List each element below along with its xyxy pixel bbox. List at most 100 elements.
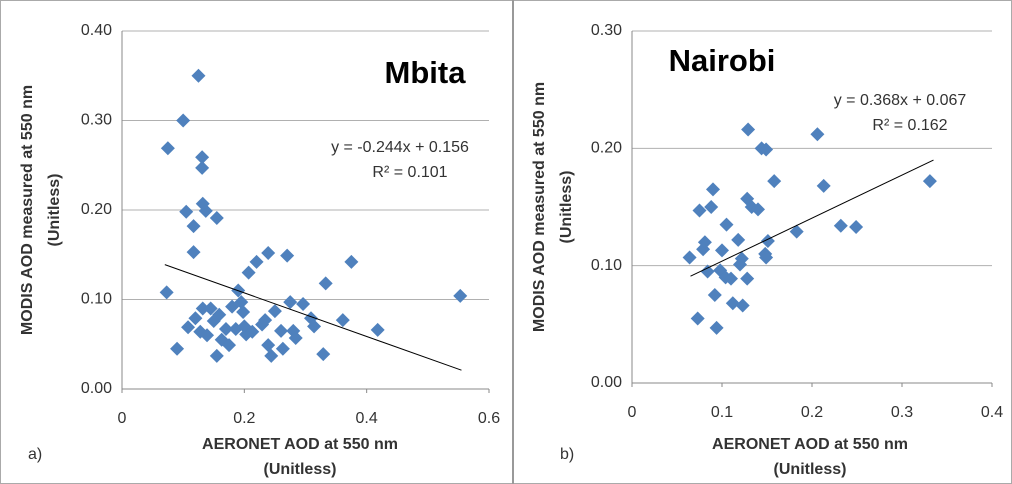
x-tick-label: 0 (628, 404, 637, 421)
point (741, 122, 756, 137)
chart-title: Nairobi (669, 43, 776, 78)
point (719, 217, 734, 232)
point (759, 142, 774, 157)
point (697, 235, 712, 250)
point (735, 298, 750, 313)
point (734, 251, 749, 266)
point (810, 127, 825, 142)
x-axis-label: AERONET AOD at 550 nm (712, 436, 908, 453)
panel-label: b) (560, 446, 574, 463)
y-tick-label: 0.30 (81, 112, 112, 129)
point (188, 311, 203, 326)
point (236, 305, 251, 320)
point (198, 203, 213, 218)
trendline (164, 264, 462, 371)
y-tick-label: 0.10 (81, 291, 112, 308)
point (751, 202, 765, 217)
point (203, 301, 218, 316)
point (170, 341, 185, 356)
point (159, 285, 174, 300)
x-axis-label: (Unitless) (774, 461, 847, 478)
point (316, 347, 331, 362)
y-tick-label: 0.30 (591, 22, 622, 39)
y-tick-label: 0.00 (81, 380, 112, 397)
x-tick-label: 0.6 (478, 410, 500, 427)
x-tick-label: 0.3 (891, 404, 913, 421)
point (274, 323, 289, 338)
y-axis-label: (Unitless) (46, 174, 63, 247)
point (191, 68, 206, 83)
point (700, 264, 715, 279)
trendline (690, 159, 934, 277)
point (264, 348, 279, 363)
point (715, 243, 729, 258)
x-tick-label: 0.2 (233, 410, 255, 427)
x-axis-label: AERONET AOD at 550 nm (202, 436, 398, 453)
point (209, 211, 224, 226)
point (453, 288, 468, 303)
panel-label: a) (28, 446, 42, 463)
point (692, 203, 707, 218)
point (370, 322, 385, 337)
point (195, 150, 210, 165)
point (283, 295, 298, 310)
y-tick-label: 0.20 (591, 140, 622, 157)
point (725, 296, 740, 311)
point (176, 113, 191, 128)
point (816, 178, 831, 193)
point (222, 338, 237, 353)
y-tick-label: 0.00 (591, 374, 622, 391)
y-tick-label: 0.40 (81, 22, 112, 39)
point (922, 174, 937, 189)
point (186, 245, 201, 260)
x-axis-label: (Unitless) (264, 461, 337, 478)
point (690, 311, 705, 326)
point (740, 271, 755, 286)
x-tick-label: 0.2 (801, 404, 823, 421)
point (731, 232, 746, 247)
point (181, 320, 196, 335)
point (186, 219, 201, 234)
chart-title: Mbita (385, 55, 467, 90)
point (335, 313, 350, 328)
point (179, 204, 194, 219)
point (307, 319, 322, 334)
point (241, 265, 256, 280)
point (833, 218, 848, 233)
point (200, 328, 215, 343)
point (280, 248, 295, 263)
point (318, 276, 333, 291)
point (704, 200, 719, 214)
point (212, 307, 227, 322)
annotation: y = -0.244x + 0.156 (331, 139, 469, 156)
point (682, 250, 697, 265)
point (258, 313, 273, 328)
point (296, 296, 311, 311)
point (724, 271, 738, 286)
point (249, 254, 264, 269)
point (195, 301, 210, 316)
point (707, 288, 722, 302)
y-axis-label: MODIS AOD measured at 550 nm (531, 82, 548, 332)
y-axis-label: (Unitless) (558, 171, 575, 244)
point (706, 182, 720, 197)
point (195, 160, 210, 175)
y-axis-label: MODIS AOD measured at 550 nm (19, 85, 36, 335)
x-tick-label: 0.4 (981, 404, 1003, 421)
point (759, 250, 774, 265)
point (288, 330, 303, 345)
annotation: R² = 0.162 (872, 117, 947, 134)
point (245, 324, 260, 339)
x-tick-label: 0.1 (711, 404, 733, 421)
point (218, 322, 233, 337)
point (709, 320, 724, 335)
y-tick-label: 0.20 (81, 201, 112, 218)
point (767, 174, 782, 189)
point (234, 295, 249, 310)
point (261, 245, 276, 260)
point (160, 141, 175, 156)
x-tick-label: 0.4 (356, 410, 378, 427)
point (275, 341, 290, 356)
